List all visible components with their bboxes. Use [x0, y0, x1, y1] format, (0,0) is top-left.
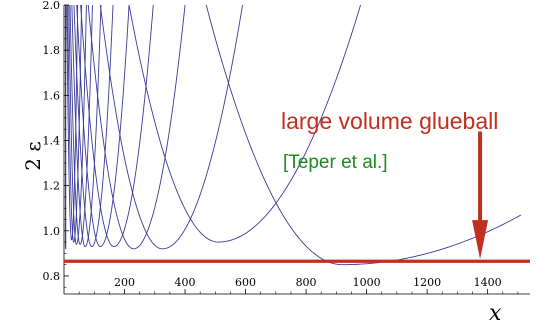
- series-curve-6: [76, 4, 130, 248]
- series-curve-12: [66, 4, 79, 241]
- y-tick-label: 1.2: [43, 180, 61, 193]
- y-ticks: 0.8 1.0 1.2 1.4 1.6 1.8 2.0: [43, 0, 69, 288]
- y-axis-label: 2 ε: [21, 141, 45, 170]
- axes: 200 400 600 800 1000 1200 1400 0.8 1.0 1.2 1.4 1.6…: [43, 0, 530, 295]
- series-curve-2: [128, 4, 361, 243]
- y-tick-label: 1.8: [43, 44, 61, 57]
- series-curve-4: [87, 4, 186, 250]
- y-tick-label: 1.4: [43, 134, 61, 147]
- x-tick-label: 1400: [474, 276, 502, 289]
- y-tick-label: 2.0: [43, 0, 61, 12]
- series-curve-5: [80, 4, 154, 248]
- x-tick-label: 1200: [413, 276, 441, 289]
- x-tick-label: 600: [235, 276, 256, 289]
- series-curve-10: [68, 4, 87, 245]
- series-curve-8: [71, 4, 102, 248]
- arrow-head: [472, 220, 489, 260]
- y-tick-label: 0.8: [43, 270, 61, 283]
- y-tick-label: 1.6: [43, 89, 61, 102]
- series-curve-3: [99, 4, 243, 250]
- citation-label: [Teper et al.]: [283, 152, 388, 173]
- series-curve-11: [67, 4, 82, 243]
- series-curve-7: [73, 4, 114, 248]
- series-curve-9: [69, 4, 93, 245]
- x-tick-label: 1000: [353, 276, 381, 289]
- x-axis-label: x: [489, 301, 502, 326]
- x-tick-label: 400: [175, 276, 196, 289]
- x-ticks: 200 400 600 800 1000 1200 1400: [78, 276, 519, 294]
- x-tick-label: 800: [296, 276, 317, 289]
- series-curve-1: [205, 4, 522, 266]
- y-tick-label: 1.0: [43, 225, 61, 238]
- x-tick-label: 200: [114, 276, 135, 289]
- curve-group: [65, 4, 522, 266]
- dense-curve-band: [65, 5, 67, 249]
- annotation-label: large volume glueball: [281, 108, 498, 134]
